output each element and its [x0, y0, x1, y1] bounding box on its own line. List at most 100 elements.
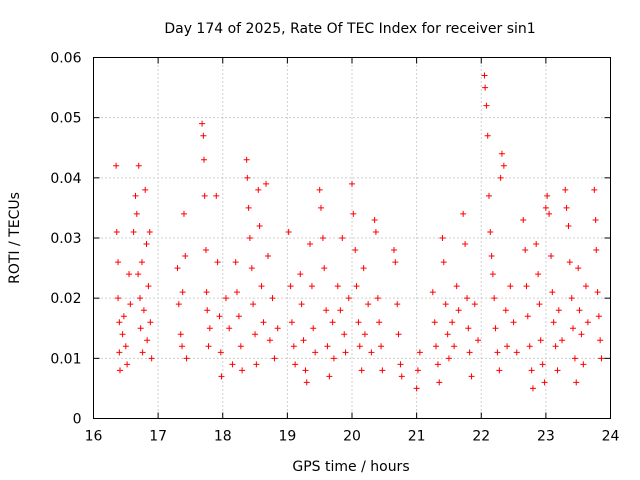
x-tick-label: 16 — [85, 429, 103, 445]
chart-title: Day 174 of 2025, Rate Of TEC Index for r… — [164, 21, 535, 37]
x-tick-label: 19 — [278, 429, 296, 445]
data-point — [571, 355, 578, 362]
y-tick-label: 0.02 — [50, 291, 81, 307]
data-point — [229, 361, 236, 368]
y-axis: 0 0.01 0.02 0.03 0.04 0.05 0.06 — [50, 51, 611, 428]
data-point — [213, 192, 220, 199]
data-point — [368, 349, 375, 356]
data-point — [353, 283, 360, 290]
data-point — [591, 186, 598, 193]
y-tick-label: 0.05 — [50, 111, 81, 127]
data-point — [376, 319, 383, 326]
data-point — [537, 337, 544, 344]
data-point — [434, 361, 441, 368]
data-point — [597, 337, 604, 344]
data-point — [306, 241, 313, 248]
data-point — [140, 307, 147, 314]
data-point — [253, 361, 260, 368]
data-point — [502, 307, 509, 314]
data-point — [488, 253, 495, 260]
data-point — [316, 186, 323, 193]
data-point — [120, 313, 127, 320]
data-point — [494, 349, 501, 356]
data-point — [258, 283, 265, 290]
data-point — [439, 235, 446, 241]
data-point — [395, 331, 402, 338]
data-point — [256, 222, 263, 229]
data-point — [513, 349, 520, 356]
data-point — [549, 289, 556, 296]
data-point — [144, 337, 151, 344]
x-axis: 16 17 18 19 20 21 22 23 24 — [85, 57, 620, 445]
data-point — [119, 331, 126, 338]
data-point — [126, 271, 133, 278]
data-point — [142, 186, 149, 193]
data-point — [573, 379, 580, 386]
data-point — [300, 337, 307, 344]
data-point — [546, 210, 553, 217]
y-tick-label: 0.04 — [50, 171, 81, 187]
data-point — [226, 325, 233, 332]
data-point — [445, 355, 452, 362]
data-point — [330, 355, 337, 362]
data-point — [116, 319, 123, 326]
data-point — [575, 265, 582, 272]
data-point — [298, 301, 305, 308]
data-point — [398, 373, 405, 380]
y-tick-label: 0 — [73, 412, 82, 428]
data-point — [113, 228, 120, 235]
data-point — [465, 325, 472, 332]
data-point — [584, 319, 591, 326]
data-point — [244, 174, 251, 181]
data-point — [451, 343, 458, 350]
data-point — [263, 180, 270, 187]
data-point — [533, 241, 540, 248]
data-point — [544, 192, 551, 199]
data-point — [522, 247, 529, 254]
data-points — [113, 72, 605, 392]
y-tick-label: 0.06 — [50, 51, 81, 67]
data-point — [232, 259, 239, 266]
data-point — [326, 373, 333, 380]
data-point — [145, 283, 152, 290]
data-point — [486, 192, 493, 199]
data-point — [455, 307, 462, 314]
data-point — [182, 253, 189, 260]
data-point — [113, 162, 120, 169]
data-point — [492, 325, 499, 332]
data-point — [243, 156, 250, 163]
data-point — [444, 331, 451, 338]
data-point — [593, 247, 600, 254]
data-point — [592, 216, 599, 223]
data-point — [180, 210, 187, 217]
data-point — [334, 283, 341, 290]
data-point — [536, 301, 543, 308]
data-point — [487, 228, 494, 235]
data-point — [137, 295, 144, 302]
data-point — [510, 319, 517, 326]
data-point — [310, 325, 317, 332]
data-point — [321, 265, 328, 272]
data-point — [200, 132, 207, 139]
data-point — [337, 307, 344, 314]
data-point — [482, 84, 489, 91]
data-point — [524, 313, 531, 320]
data-point — [498, 150, 505, 157]
data-point — [496, 367, 503, 374]
data-point — [269, 295, 276, 302]
data-point — [222, 295, 229, 302]
data-point — [297, 271, 304, 278]
data-point — [483, 102, 490, 109]
data-point — [391, 247, 398, 254]
data-point — [239, 367, 246, 374]
data-point — [449, 319, 456, 326]
y-axis-label: ROTI / TECUs — [7, 192, 23, 284]
x-tick-label: 20 — [343, 429, 361, 445]
data-point — [115, 259, 122, 266]
data-point — [462, 241, 469, 248]
data-point — [371, 216, 378, 223]
data-point — [204, 307, 211, 314]
x-tick-label: 24 — [602, 429, 620, 445]
data-point — [542, 204, 549, 211]
